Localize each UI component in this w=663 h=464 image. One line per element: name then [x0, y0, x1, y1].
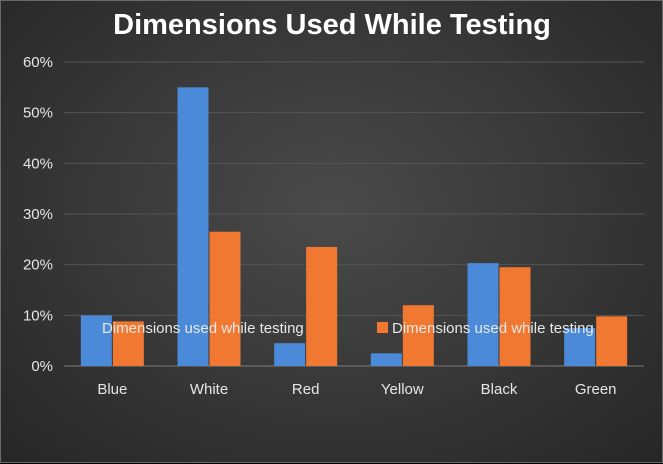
chart-title: Dimensions Used While Testing [113, 9, 551, 41]
legend-swatch [87, 322, 98, 333]
bar-red-series-2 [306, 246, 338, 366]
bar-yellow-series-1 [370, 353, 402, 366]
x-tick-label: Blue [97, 381, 127, 398]
bar-blue-series-2 [112, 321, 144, 366]
legend-swatch [377, 322, 388, 333]
bars [80, 87, 628, 366]
legend: Dimensions used while testing Dimensions … [87, 320, 594, 337]
x-tick-label: Red [292, 381, 320, 398]
bar-white-series-2 [209, 231, 241, 366]
x-tick-label: Green [575, 381, 617, 398]
legend-label: Dimensions used while testing [102, 320, 304, 337]
y-axis-ticks: 0% 10% 20% 30% 40% 50% 60% [23, 54, 53, 375]
x-tick-label: Yellow [381, 381, 424, 398]
bar-green-series-2 [596, 316, 628, 366]
bar-black-series-2 [499, 267, 531, 366]
bar-green-series-1 [564, 328, 596, 366]
x-axis-labels: Blue White Red Yellow Black Green [97, 381, 616, 398]
legend-label: Dimensions used while testing [392, 320, 594, 337]
y-tick-label: 0% [31, 358, 53, 375]
bar-black-series-1 [467, 263, 499, 366]
gridlines [64, 61, 644, 367]
y-tick-label: 50% [23, 105, 53, 122]
y-tick-label: 40% [23, 155, 53, 172]
y-tick-label: 30% [23, 206, 53, 223]
y-tick-label: 20% [23, 257, 53, 274]
bar-red-series-1 [274, 343, 306, 366]
y-tick-label: 60% [23, 54, 53, 71]
bar-white-series-1 [177, 87, 209, 366]
x-tick-label: Black [481, 381, 518, 398]
y-tick-label: 10% [23, 307, 53, 324]
bar-yellow-series-2 [402, 305, 434, 366]
x-tick-label: White [190, 381, 228, 398]
